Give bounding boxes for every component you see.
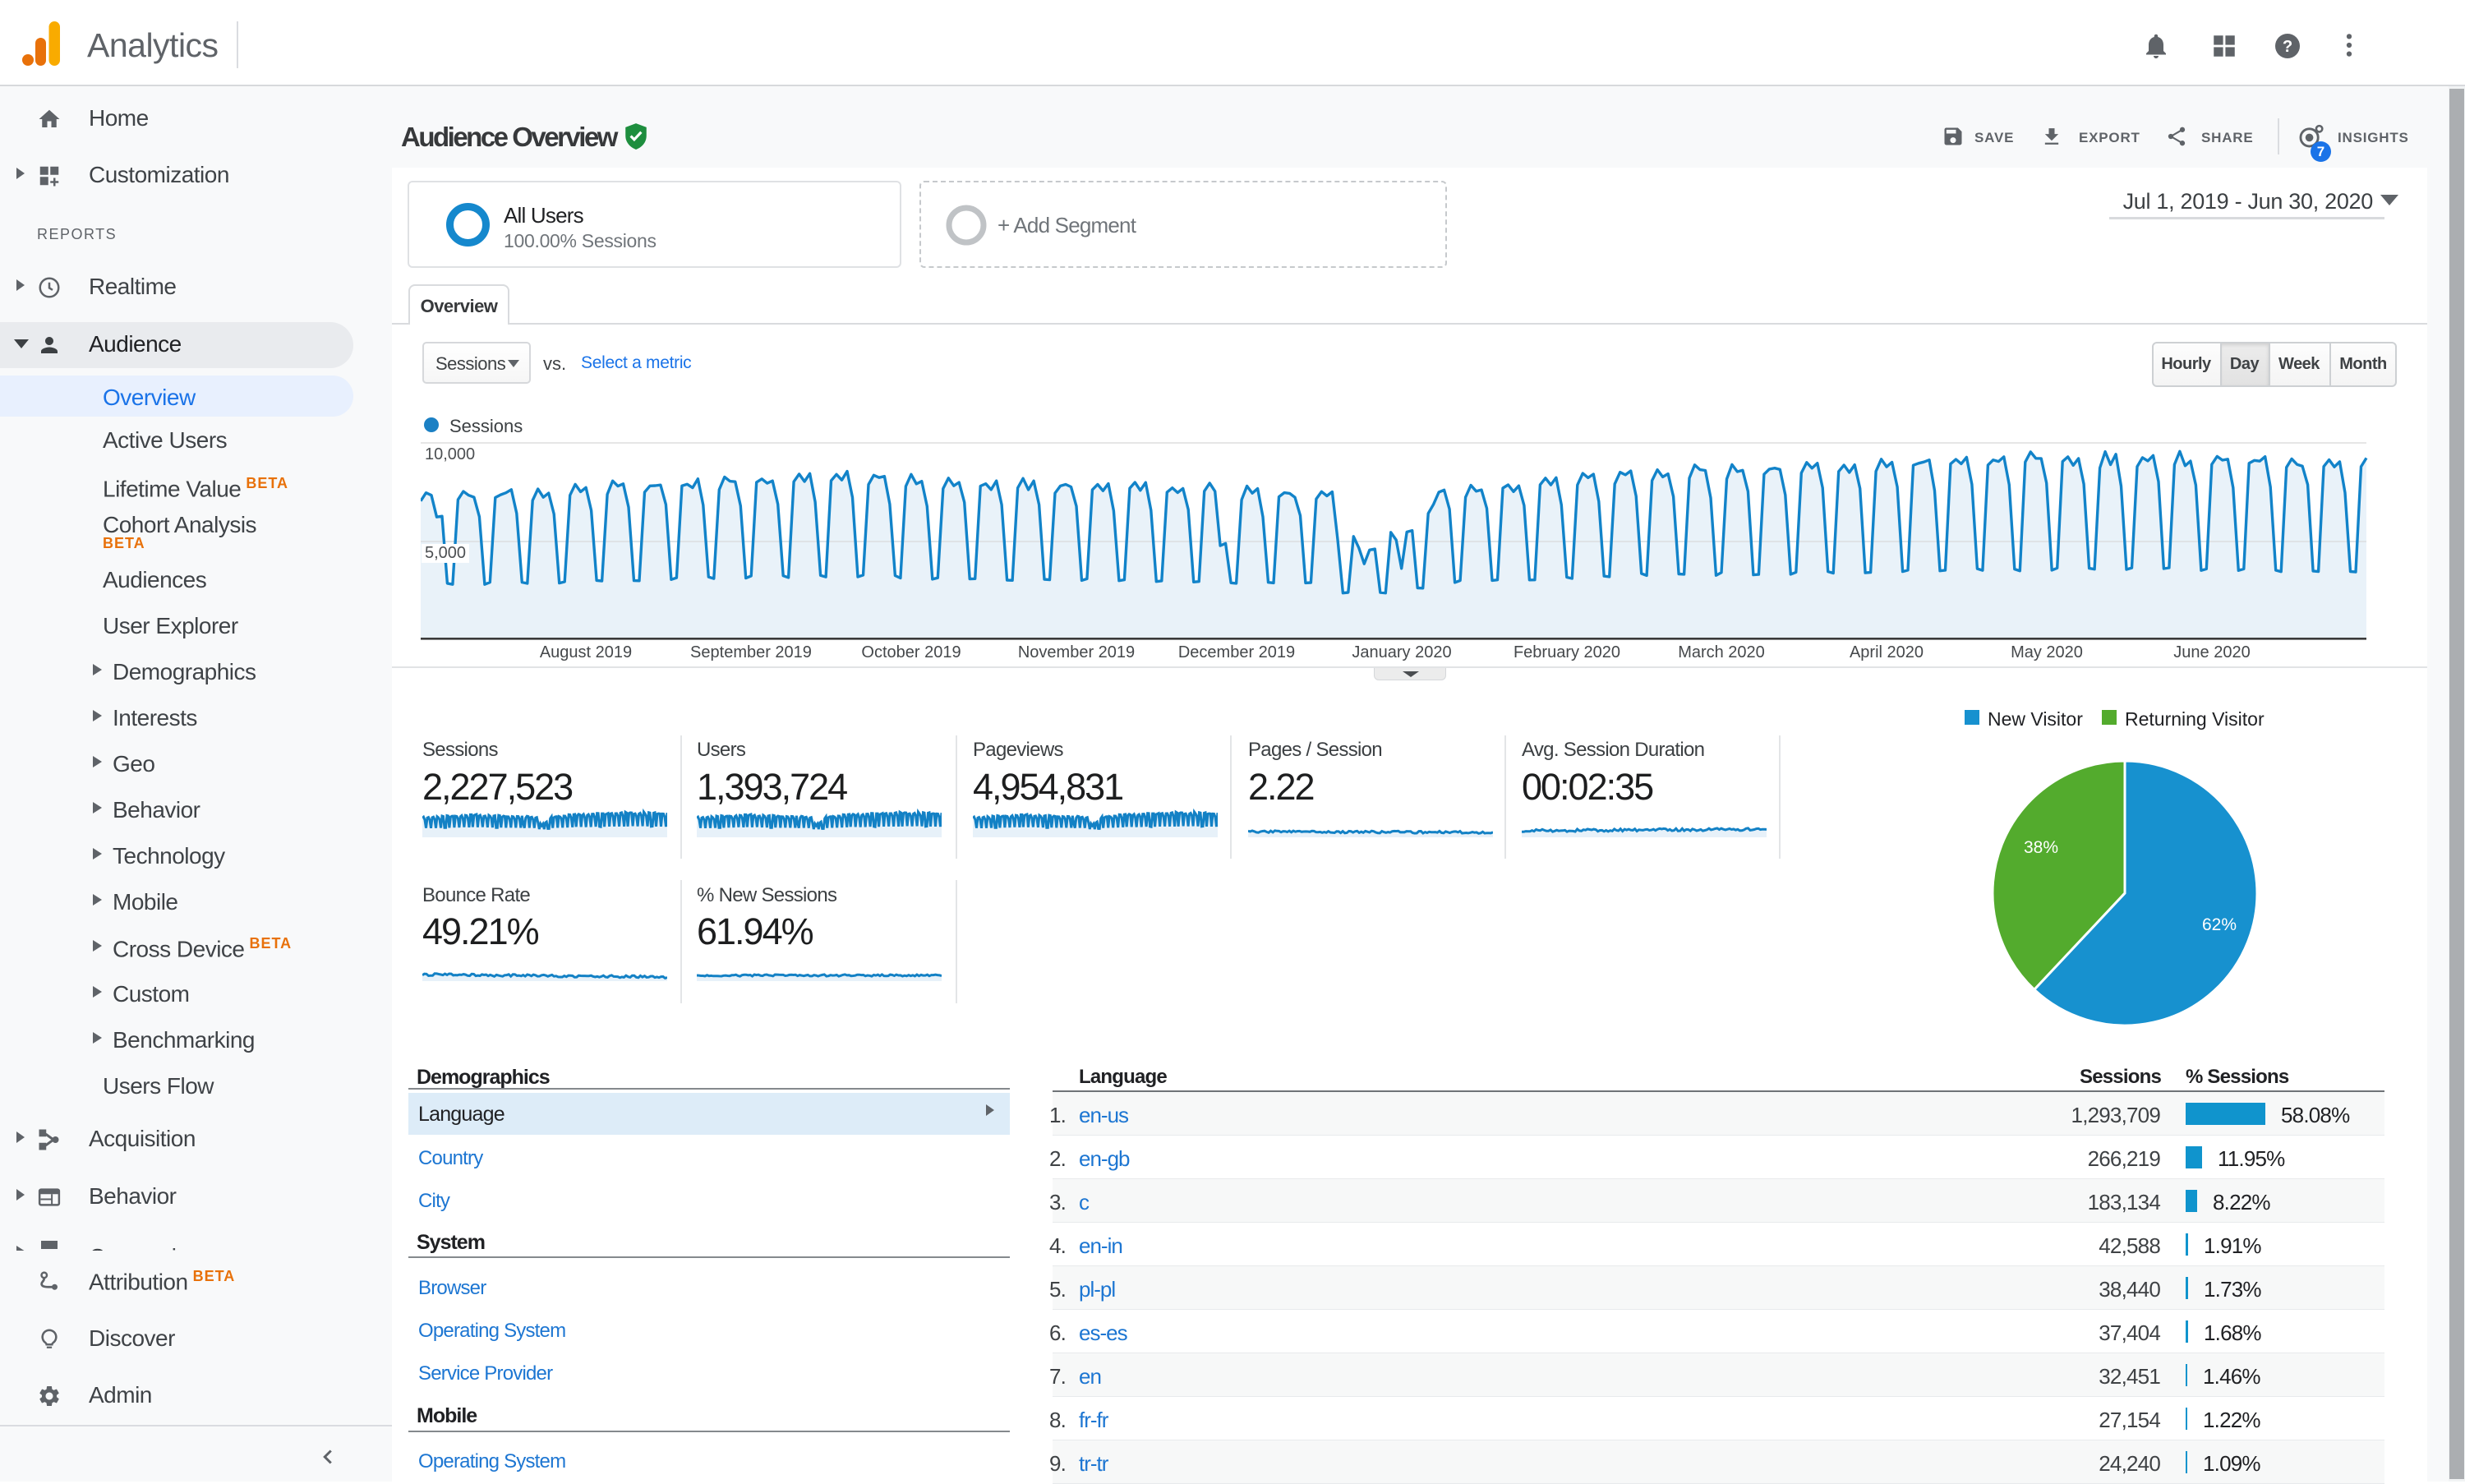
svg-text:?: ?: [2283, 38, 2292, 56]
